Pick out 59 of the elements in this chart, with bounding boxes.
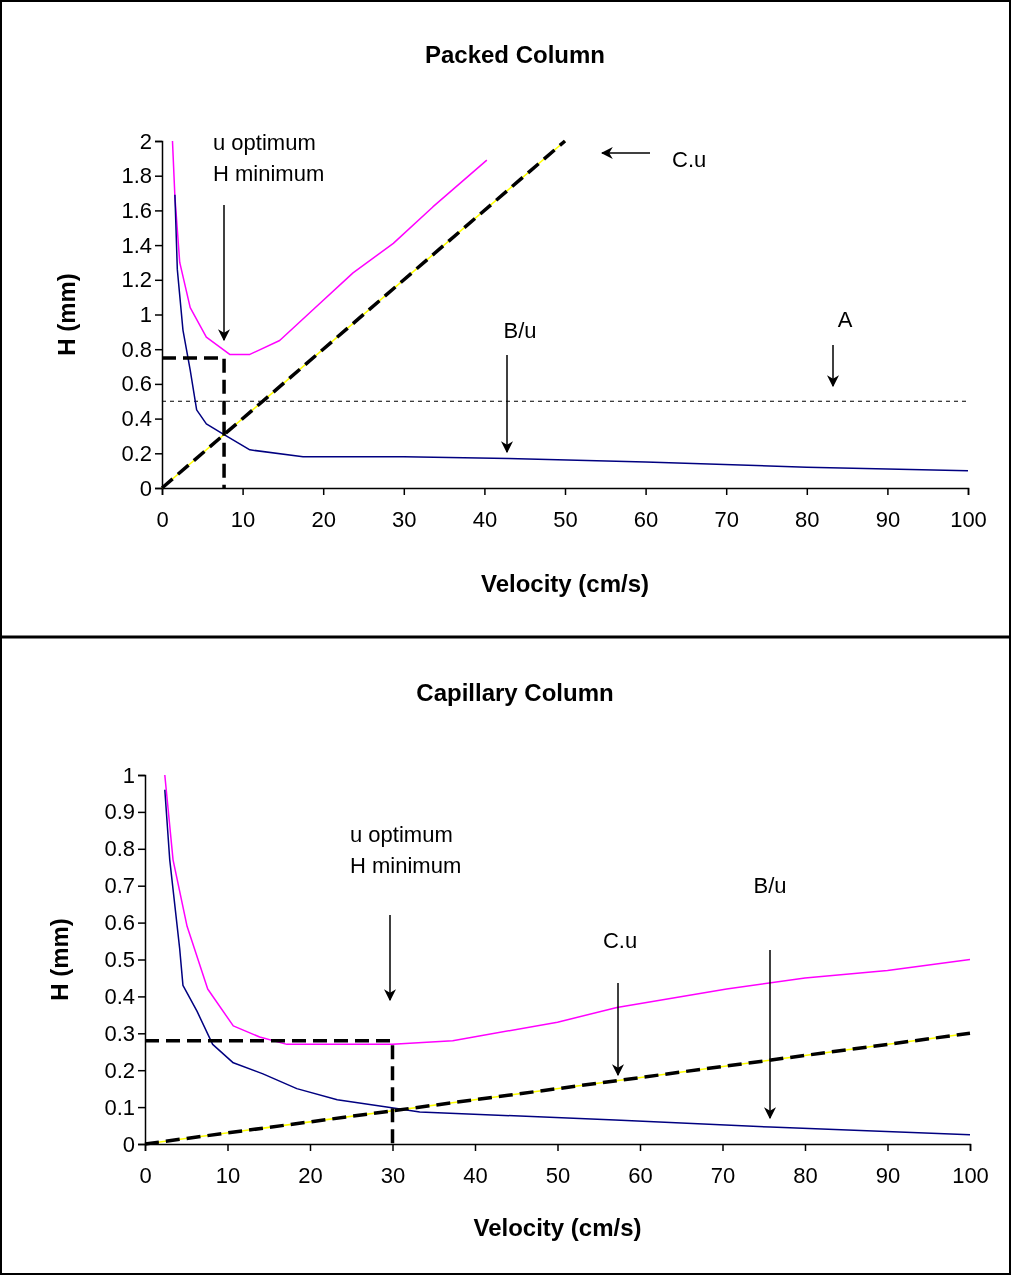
x-tick-label: 70 [710,1162,736,1188]
y-tick-label: 0.9 [104,799,135,825]
y-tick-label: 1 [122,762,135,788]
line-series [164,789,971,1136]
annotation: A [837,307,853,332]
y-tick-label: 0.5 [104,947,135,973]
x-tick-label: 10 [230,506,256,532]
line-series [174,194,969,472]
y-tick-label: 0.6 [121,371,152,397]
x-tick-label: 10 [215,1162,241,1188]
x-tick-label: 60 [628,1162,653,1188]
y-tick-label: 2 [139,128,152,154]
chart-title: Capillary Column [416,679,614,706]
x-tick-label: 50 [545,1162,571,1188]
y-tick-label: 1.6 [121,197,152,223]
y-tick-label: 0.8 [104,836,135,862]
annotation: B/u [503,318,537,343]
x-tick-label: 70 [714,506,739,532]
chart-title: Packed Column [424,41,606,68]
y-tick-label: 0 [139,475,152,501]
y-tick-label: 0.2 [121,440,152,466]
y-tick-label: 0.7 [104,873,135,899]
x-axis-title: Velocity (cm/s) [473,1214,642,1241]
y-tick-label: 0.3 [104,1020,135,1046]
y-tick-label: 0.4 [104,983,135,1009]
x-tick-label: 100 [950,506,987,532]
x-tick-label: 80 [795,506,820,532]
y-tick-label: 1.8 [121,163,152,189]
x-tick-label: 60 [633,506,659,532]
x-tick-label: 80 [793,1162,818,1188]
y-tick-label: 0.1 [104,1094,135,1120]
x-tick-label: 50 [553,506,578,532]
y-axis-title: H (mm) [46,918,73,1001]
y-axis-title: H (mm) [53,273,80,356]
annotation: C.u [602,928,638,953]
x-tick-label: 30 [380,1162,406,1188]
annotation: C.u [672,147,707,172]
annotation: u optimum H minimum [213,130,325,186]
x-tick-label: 90 [875,506,901,532]
x-tick-label: 40 [472,506,498,532]
y-tick-label: 1 [139,302,152,328]
x-tick-label: 100 [952,1162,989,1188]
y-tick-label: 0.2 [104,1057,135,1083]
x-tick-label: 90 [875,1162,901,1188]
x-tick-label: 20 [298,1162,323,1188]
line-series [164,774,971,1046]
y-tick-label: 0.8 [121,336,152,362]
y-tick-label: 1.2 [121,267,152,293]
y-tick-label: 0.4 [121,406,152,432]
x-tick-label: 40 [463,1162,488,1188]
annotation: u optimum H minimum [350,822,462,878]
x-tick-label: 20 [311,506,336,532]
y-tick-label: 1.4 [121,232,152,258]
x-axis-title: Velocity (cm/s) [480,570,650,597]
annotation: B/u [753,873,787,898]
y-tick-label: 0.6 [104,910,135,936]
y-tick-label: 0 [122,1131,135,1157]
x-tick-label: 30 [392,506,417,532]
x-tick-label: 0 [156,506,169,532]
